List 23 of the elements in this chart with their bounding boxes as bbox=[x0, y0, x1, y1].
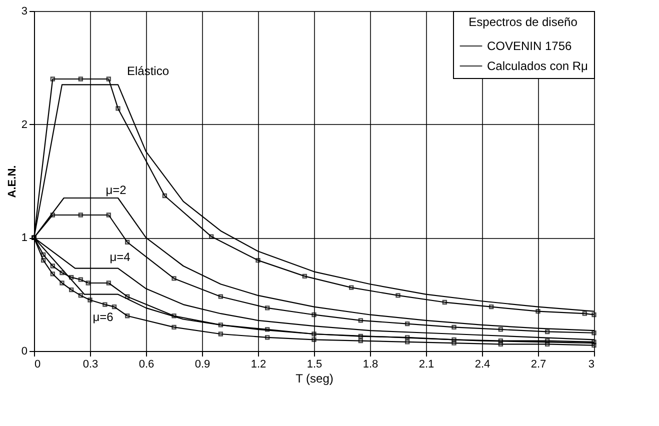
annotation: μ=4 bbox=[110, 250, 131, 264]
x-tick-label: 0.9 bbox=[194, 358, 210, 370]
x-tick-label: 2.7 bbox=[530, 358, 546, 370]
y-tick-label: 1 bbox=[21, 232, 28, 244]
x-tick-label: 0.3 bbox=[82, 358, 98, 370]
x-tick-label: 2.4 bbox=[474, 358, 490, 370]
y-axis-title: A.E.N. bbox=[6, 165, 18, 198]
legend-label: COVENIN 1756 bbox=[487, 39, 572, 53]
x-axis-title: T (seg) bbox=[296, 372, 334, 386]
x-tick-label: 1.8 bbox=[362, 358, 378, 370]
x-tick-label: 2.1 bbox=[418, 358, 434, 370]
legend-title: Espectros de diseño bbox=[468, 15, 578, 29]
annotation: μ=2 bbox=[106, 183, 127, 197]
x-tick-label: 1.5 bbox=[306, 358, 322, 370]
y-tick-label: 0 bbox=[21, 346, 28, 358]
x-tick-label: 3 bbox=[588, 358, 594, 370]
x-tick-label: 0.6 bbox=[138, 358, 154, 370]
y-tick-label: 2 bbox=[21, 118, 28, 131]
y-tick-label: 3 bbox=[21, 6, 28, 18]
legend-label: Calculados con Rμ bbox=[487, 59, 588, 73]
x-tick-label: 0 bbox=[34, 358, 41, 370]
x-tick-label: 1.2 bbox=[250, 358, 266, 370]
annotation: μ=6 bbox=[92, 310, 114, 324]
